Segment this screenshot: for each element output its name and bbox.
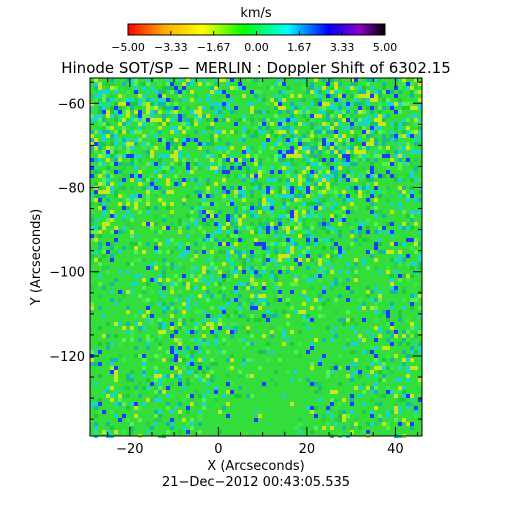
y-tick-label: −60 (58, 97, 85, 112)
x-tick-label: 20 (299, 442, 316, 457)
colorbar-tick-label: 1.67 (287, 41, 312, 54)
colorbar-tick-label: 0.00 (244, 41, 269, 54)
colorbar-tick-label: 3.33 (330, 41, 355, 54)
y-axis-ticks: −60 −80 −100 −120 (49, 81, 422, 420)
y-tick-label: −120 (49, 350, 85, 365)
colorbar-tick-label: −5.00 (111, 41, 145, 54)
plot-title: Hinode SOT/SP − MERLIN : Doppler Shift o… (61, 59, 451, 77)
colorbar-tick-label: −1.67 (197, 41, 231, 54)
colorbar-tick-labels: −5.00 −3.33 −1.67 0.00 1.67 3.33 5.00 (111, 41, 397, 54)
observation-timestamp: 21−Dec−2012 00:43:05.535 (162, 475, 350, 490)
colorbar-ticks (127, 31, 386, 35)
x-axis-ticks: −20 0 20 40 (107, 78, 419, 457)
y-tick-label: −100 (49, 266, 85, 281)
colorbar-tick-label: 5.00 (373, 41, 398, 54)
x-tick-label: 0 (214, 442, 222, 457)
x-axis-label: X (Arcseconds) (207, 459, 304, 474)
colorbar-unit: km/s (240, 6, 272, 21)
y-axis-label: Y (Arcseconds) (29, 209, 44, 306)
plot-frame (89, 77, 423, 437)
x-tick-label: −20 (116, 442, 143, 457)
colorbar-tick-label: −3.33 (154, 41, 188, 54)
doppler-image (90, 78, 422, 438)
x-tick-label: 40 (387, 442, 404, 457)
y-tick-label: −80 (58, 182, 85, 197)
